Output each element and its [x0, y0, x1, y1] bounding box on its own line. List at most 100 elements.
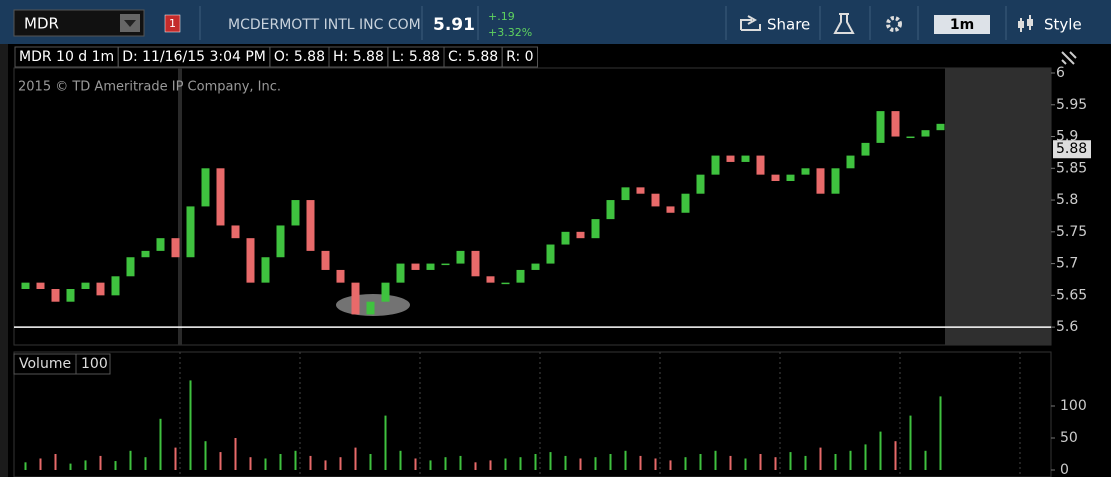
volume-bar — [519, 457, 522, 470]
candle-body — [921, 130, 930, 137]
side-strip — [0, 44, 8, 477]
chart-tool-icon[interactable] — [1061, 51, 1077, 65]
candle-body — [366, 301, 375, 315]
candle-body — [231, 225, 240, 239]
company: MCDERMOTT INTL INC COM — [228, 17, 421, 33]
candle-body — [891, 111, 900, 137]
candle-body — [126, 257, 135, 277]
volume-bar — [69, 463, 72, 470]
alert-badge[interactable] — [164, 14, 181, 33]
volume-bar — [144, 457, 147, 470]
volume-bar — [129, 450, 132, 470]
volume-bar — [99, 455, 102, 470]
volume-bar — [54, 454, 57, 470]
candle-body — [651, 193, 660, 207]
volume-bar — [714, 450, 717, 470]
settings-icon[interactable] — [886, 16, 902, 32]
style-button[interactable]: Style — [1044, 16, 1082, 34]
volume-bar — [804, 455, 807, 470]
toolbar — [0, 0, 1111, 44]
y-tick-label: 5.95 — [1056, 97, 1087, 113]
volume-bar — [624, 450, 627, 470]
volume-bar — [744, 458, 747, 470]
volume-bar — [534, 454, 537, 470]
info-box — [501, 46, 539, 68]
info-item: R: 0 — [506, 49, 533, 65]
info-item: D: 11/16/15 3:04 PM — [122, 49, 266, 65]
info-item: C: 5.88 — [448, 49, 498, 65]
candle-body — [576, 231, 585, 239]
volume-bar — [294, 450, 297, 470]
candle-body — [276, 225, 285, 258]
volume-bar — [189, 380, 192, 470]
share-icon[interactable] — [740, 15, 761, 31]
candle-body — [621, 187, 630, 201]
studies-icon[interactable] — [833, 13, 855, 34]
interval-box[interactable] — [934, 15, 990, 34]
candle-body — [936, 123, 945, 131]
volume-bar — [414, 458, 417, 470]
volume-bar — [264, 458, 267, 470]
candle-body — [786, 174, 795, 181]
volume-bar — [549, 452, 552, 470]
volume-bar — [219, 452, 222, 470]
candle-body — [726, 155, 735, 162]
candle-body — [351, 282, 360, 315]
volume-bar — [564, 455, 567, 470]
info-item: H: 5.88 — [333, 49, 384, 65]
candle-body — [441, 263, 450, 266]
y-tick-label: 5.85 — [1056, 160, 1087, 176]
volume-bar — [639, 455, 642, 470]
candle-body — [96, 282, 105, 296]
change: +.19 — [488, 10, 515, 23]
volume-bar — [234, 438, 237, 470]
share-button[interactable]: Share — [767, 16, 810, 34]
volume-bar — [249, 457, 252, 470]
volume-bar — [669, 460, 672, 470]
volume-panel — [13, 351, 1052, 477]
volume-bar — [849, 450, 852, 470]
volume-bar — [459, 455, 462, 470]
volume-bar — [894, 441, 897, 470]
alert-count: 1 — [169, 17, 176, 30]
price: 5.91 — [433, 15, 475, 35]
candle-body — [381, 282, 390, 302]
volume-bar — [204, 441, 207, 470]
volume-bar — [429, 460, 432, 470]
volume-bar — [174, 447, 177, 470]
volume-bar — [924, 450, 927, 470]
candle-body — [516, 269, 525, 283]
interval: 1m — [950, 17, 974, 33]
volume-bar — [729, 455, 732, 470]
volume-bar — [309, 455, 312, 470]
style-icon — [1027, 19, 1033, 26]
candle-body — [336, 269, 345, 283]
volume-bar — [879, 431, 882, 470]
candle-body — [696, 174, 705, 194]
volume-bar — [489, 460, 492, 470]
candle-body — [861, 142, 870, 156]
candle-body — [171, 238, 180, 258]
y-tick-label: 5.8 — [1056, 192, 1078, 208]
candle-body — [186, 206, 195, 258]
volume-bar — [354, 447, 357, 470]
candle-body — [456, 250, 465, 264]
volume-bar — [24, 462, 27, 470]
candle-body — [156, 238, 165, 251]
volume-bar — [594, 457, 597, 470]
volume-bar — [39, 458, 42, 470]
volume-bar — [399, 450, 402, 470]
symbol: MDR — [24, 15, 59, 33]
volume-bar — [324, 460, 327, 470]
volume-bar — [339, 457, 342, 470]
candle-body — [321, 250, 330, 270]
volume-bar — [159, 418, 162, 470]
volume-bar — [789, 452, 792, 470]
candle-body — [21, 282, 30, 289]
candle-body — [636, 187, 645, 194]
style-icon — [1018, 21, 1024, 28]
candle-body — [411, 263, 420, 270]
